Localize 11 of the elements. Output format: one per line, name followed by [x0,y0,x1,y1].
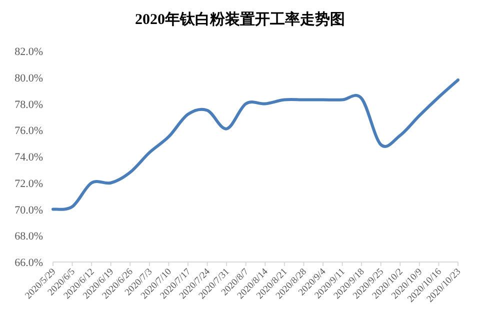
y-tick-label: 82.0% [14,46,43,58]
y-tick-label: 76.0% [14,125,43,138]
y-tick-label: 66.0% [14,257,43,269]
line-series [52,78,460,211]
y-tick-label: 78.0% [14,98,43,111]
chart-title: 2020年钛白粉装置开工率走势图 [135,10,345,28]
y-tick-label: 72.0% [14,178,43,190]
y-tick-label: 68.0% [14,230,43,243]
y-tick-label: 70.0% [14,204,43,216]
y-tick-label: 80.0% [14,72,43,84]
y-tick-label: 74.0% [14,152,43,164]
